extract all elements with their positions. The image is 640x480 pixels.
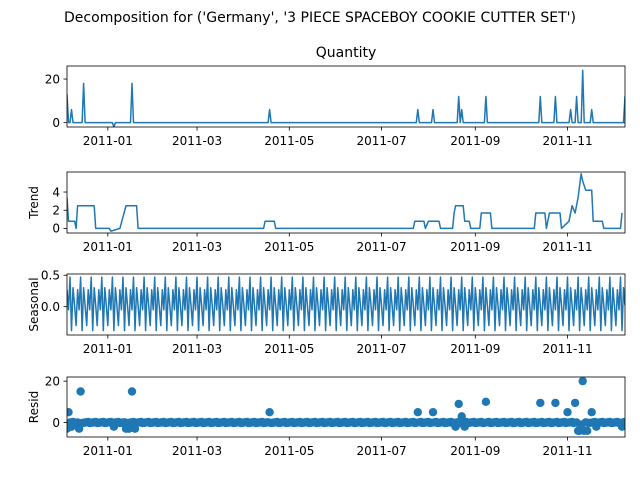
resid-plot-area (67, 377, 625, 435)
resid-point (127, 387, 137, 396)
resid-xtick-label: 2011-11 (542, 444, 592, 458)
trend-panel: Trend 0 2 4 2011-01 2011-03 2011-05 2011-07 2011… (27, 171, 626, 254)
trend-axes-frame (66, 171, 626, 234)
seasonal-xtick-label: 2011-05 (264, 342, 314, 356)
resid-point (620, 417, 625, 427)
trend-xtick-label: 2011-11 (542, 240, 592, 254)
resid-point (536, 398, 545, 408)
quantity-xtick-label: 2011-05 (264, 134, 314, 148)
resid-ylabel: Resid (27, 391, 41, 423)
resid-point (481, 397, 491, 406)
seasonal-series-line (67, 276, 625, 332)
resid-point (563, 408, 572, 417)
trend-xtick-label: 2011-03 (172, 240, 222, 254)
quantity-xtick-label: 2011-01 (83, 134, 133, 148)
resid-point (67, 408, 73, 417)
resid-xtick-label: 2011-05 (264, 444, 314, 458)
trend-plot-area (67, 173, 623, 232)
resid-ytick-label: 20 (45, 374, 60, 388)
quantity-ytick-label: 20 (45, 72, 60, 86)
seasonal-xtick-label: 2011-01 (83, 342, 133, 356)
seasonal-ytick-label: 0.0 (41, 300, 60, 314)
quantity-axes-frame (66, 65, 626, 128)
figure-suptitle: Decomposition for ('Germany', '3 PIECE S… (64, 10, 576, 26)
resid-point (551, 398, 560, 408)
seasonal-ytick-label: 0.5 (41, 269, 60, 283)
quantity-xtick-label: 2011-03 (172, 134, 222, 148)
seasonal-plot-area (67, 276, 625, 332)
resid-point (583, 426, 592, 435)
resid-ytick-label: 0 (52, 416, 60, 430)
seasonal-ylabel: Seasonal (27, 277, 41, 331)
resid-point (587, 408, 596, 417)
seasonal-xtick-label: 2011-09 (450, 342, 500, 356)
quantity-xtick-label: 2011-07 (356, 134, 406, 148)
trend-ytick-label: 4 (52, 185, 60, 199)
resid-point (570, 398, 580, 408)
trend-xtick-label: 2011-05 (264, 240, 314, 254)
trend-ytick-label: 0 (52, 222, 60, 236)
quantity-xtick-label: 2011-09 (450, 134, 500, 148)
resid-xtick-label: 2011-09 (450, 444, 500, 458)
resid-xtick-label: 2011-07 (356, 444, 406, 458)
trend-xtick-label: 2011-01 (83, 240, 133, 254)
quantity-plot-area (67, 69, 625, 127)
quantity-xtick-label: 2011-11 (542, 134, 592, 148)
resid-point (428, 408, 438, 417)
resid-axes-frame (66, 376, 626, 438)
resid-point (413, 408, 422, 417)
seasonal-xtick-label: 2011-07 (356, 342, 406, 356)
quantity-ytick-label: 0 (52, 116, 60, 130)
trend-xtick-label: 2011-09 (450, 240, 500, 254)
seasonal-xtick-label: 2011-11 (542, 342, 592, 356)
resid-point (265, 408, 274, 417)
trend-series-line (67, 173, 623, 232)
resid-point (578, 377, 587, 386)
quantity-title: Quantity (316, 45, 377, 61)
resid-panel: Resid 0 20 2011-01 2011-03 2011-05 2011-07 2011… (27, 374, 626, 458)
trend-ylabel: Trend (27, 186, 41, 220)
resid-point (454, 399, 463, 409)
seasonal-panel: Seasonal 0.0 0.5 2011-01 2011-03 2011-05 2011-… (27, 269, 626, 356)
resid-point (76, 387, 85, 396)
resid-xtick-label: 2011-01 (83, 444, 133, 458)
seasonal-xtick-label: 2011-03 (172, 342, 222, 356)
seasonal-axes-frame (66, 273, 626, 336)
trend-ytick-label: 2 (52, 204, 60, 218)
quantity-series-line (67, 69, 625, 127)
quantity-panel: Quantity 0 20 2011-01 2011-03 2011-05 2011-07 2… (45, 45, 626, 148)
trend-xtick-label: 2011-07 (356, 240, 406, 254)
resid-xtick-label: 2011-03 (172, 444, 222, 458)
